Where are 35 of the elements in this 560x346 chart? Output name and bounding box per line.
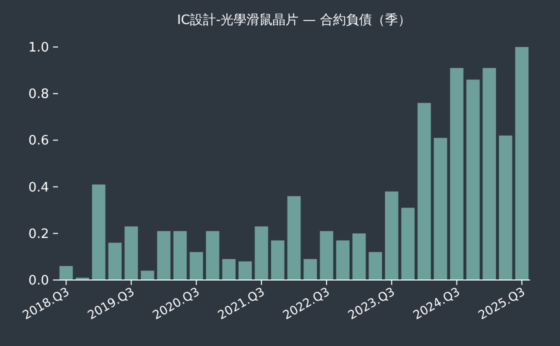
y-tick-label: 0.8	[28, 87, 49, 102]
bar	[254, 226, 268, 280]
bar	[222, 259, 236, 280]
bar	[401, 208, 415, 280]
bar	[173, 231, 187, 280]
bar	[352, 233, 366, 280]
y-tick-label: 1.0	[28, 40, 49, 56]
bar	[157, 231, 170, 280]
bar	[238, 261, 252, 280]
y-tick-label: 0.4	[28, 180, 49, 196]
bar	[320, 231, 334, 280]
bar	[434, 138, 448, 280]
bar	[515, 47, 529, 280]
bar	[304, 259, 317, 280]
y-tick-label: 0.6	[28, 134, 49, 149]
bar	[450, 68, 464, 280]
y-tick-label: 0.2	[28, 226, 49, 242]
bar	[206, 231, 220, 280]
bar	[287, 196, 301, 280]
bar	[336, 240, 350, 280]
bar	[190, 252, 204, 280]
bar	[271, 240, 284, 280]
bar	[92, 184, 106, 280]
bar	[140, 270, 154, 280]
bar	[482, 68, 496, 280]
bar	[124, 226, 138, 280]
bar	[59, 266, 73, 280]
bar	[498, 136, 512, 280]
bar	[108, 242, 122, 280]
bar	[384, 191, 398, 280]
bar	[466, 80, 480, 280]
bar	[418, 102, 431, 280]
y-tick-label: 0.0	[28, 274, 49, 288]
chart-title: IC設計-光學滑鼠晶片 — 合約負債（季）	[177, 13, 411, 28]
bar	[368, 252, 382, 280]
